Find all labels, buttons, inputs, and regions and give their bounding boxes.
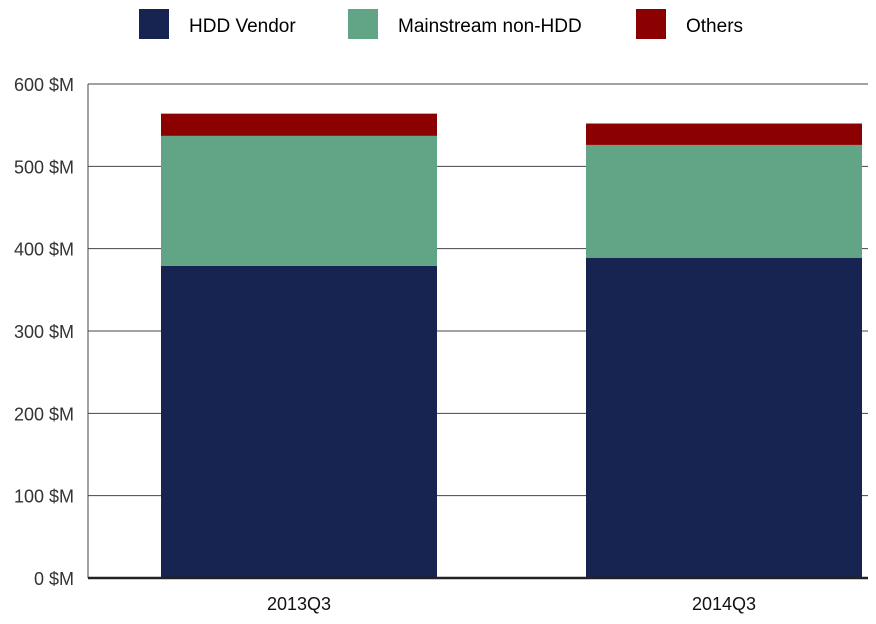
legend-swatch bbox=[139, 9, 169, 39]
legend-swatch bbox=[348, 9, 378, 39]
y-tick-label: 0 $M bbox=[34, 569, 74, 589]
bar-segment-mainstream-non-hdd-2013q3 bbox=[161, 135, 437, 266]
y-tick-label: 200 $M bbox=[14, 404, 74, 424]
bar-segment-hdd-vendor-2013q3 bbox=[161, 265, 437, 578]
legend: HDD Vendor Mainstream non-HDD Others bbox=[139, 9, 743, 39]
legend-label: Others bbox=[686, 16, 743, 37]
y-axis-tick-labels: 0 $M 100 $M 200 $M 300 $M 400 $M 500 $M 600 $M bbox=[14, 75, 74, 589]
x-tick-label: 2014Q3 bbox=[692, 594, 756, 614]
bar-segment-hdd-vendor-2014q3 bbox=[586, 257, 862, 578]
x-axis-tick-labels: 2013Q3 2014Q3 bbox=[267, 594, 756, 614]
bar-segment-others-2013q3 bbox=[161, 113, 437, 136]
bars bbox=[161, 113, 862, 578]
y-tick-label: 100 $M bbox=[14, 487, 74, 507]
x-tick-label: 2013Q3 bbox=[267, 594, 331, 614]
y-tick-label: 300 $M bbox=[14, 322, 74, 342]
legend-label: HDD Vendor bbox=[189, 16, 296, 37]
legend-swatch bbox=[636, 9, 666, 39]
bar-segment-others-2014q3 bbox=[586, 123, 862, 145]
legend-label: Mainstream non-HDD bbox=[398, 16, 582, 37]
y-tick-label: 400 $M bbox=[14, 240, 74, 260]
y-tick-label: 500 $M bbox=[14, 157, 74, 177]
axes bbox=[87, 84, 868, 580]
bar-segment-mainstream-non-hdd-2014q3 bbox=[586, 144, 862, 258]
y-tick-label: 600 $M bbox=[14, 75, 74, 95]
